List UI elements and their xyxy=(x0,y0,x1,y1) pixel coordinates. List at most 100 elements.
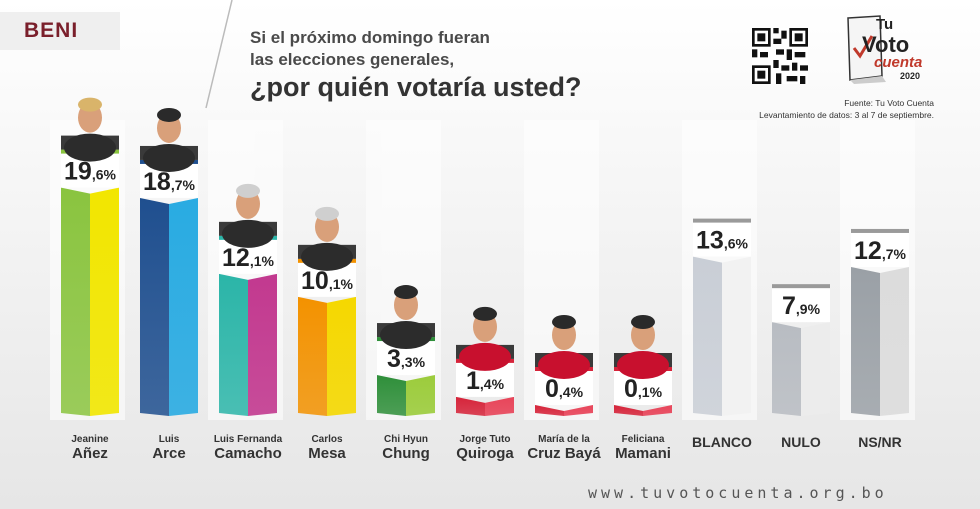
bar-left-face xyxy=(693,256,722,416)
bar-camacho: 12,1% xyxy=(219,183,277,416)
category-label-line1: Carlos xyxy=(311,434,343,445)
bar-quiroga: 1,4% xyxy=(456,306,514,416)
category-label-arce: Luis Arce xyxy=(129,434,209,462)
survey-dates: Levantamiento de datos: 3 al 7 de septie… xyxy=(759,110,934,120)
logo-year: 2020 xyxy=(900,71,921,81)
candidate-photo xyxy=(614,315,672,379)
bar-left-face xyxy=(377,375,406,416)
category-label-line2: NULO xyxy=(781,434,821,450)
category-label-line1: Feliciana xyxy=(621,434,665,445)
logo-voto: Voto xyxy=(862,32,910,57)
value-label: 1,4% xyxy=(466,367,505,395)
category-label-camacho: Luis Fernanda Camacho xyxy=(208,434,288,462)
category-label-nulo: NULO xyxy=(761,435,841,450)
bar-right-face xyxy=(801,322,830,416)
category-label-line1: Luis xyxy=(158,434,180,445)
candidate-photo xyxy=(535,315,593,379)
question-title: ¿por quién votaría usted? xyxy=(250,72,582,102)
candidate-photo xyxy=(456,306,514,371)
bar-right-face xyxy=(169,197,198,416)
category-label-anez: Jeanine Añez xyxy=(50,434,130,461)
bar-right-face xyxy=(722,256,751,416)
value-label: 0,4% xyxy=(545,375,584,403)
bar-right-face xyxy=(485,396,514,416)
qr-code-icon xyxy=(752,28,808,84)
category-label-line2: Arce xyxy=(152,444,186,462)
category-label-line2: Chung xyxy=(382,444,430,462)
category-label-chung: Chi Hyun Chung xyxy=(366,434,446,462)
bar-chung: 3,3% xyxy=(377,285,435,416)
category-label-line1: Luis Fernanda xyxy=(213,434,283,445)
value-label: 7,9% xyxy=(782,292,821,320)
candidate-photo xyxy=(377,285,435,350)
bar-right-face xyxy=(406,375,435,416)
bar-mamani: 0,1% xyxy=(614,315,672,416)
value-label: 18,7% xyxy=(143,168,195,196)
bar-right-face xyxy=(248,273,277,416)
footer-url: www.tuvotocuenta.org.bo xyxy=(588,484,888,502)
bar-left-face xyxy=(851,266,880,416)
value-label: 13,6% xyxy=(696,227,748,255)
bar-right-face xyxy=(564,405,593,416)
bar-left-face xyxy=(61,187,90,416)
category-label-blanco: BLANCO xyxy=(682,435,762,450)
category-label-quiroga: Jorge Tuto Quiroga xyxy=(445,434,525,462)
question-line-1: Si el próximo domingo fueran xyxy=(250,28,490,47)
candidate-photo xyxy=(140,107,198,172)
value-label: 12,7% xyxy=(854,237,906,265)
value-label-bg xyxy=(851,228,909,267)
category-label-line1: María de la xyxy=(538,434,590,445)
bar-mesa: 10,1% xyxy=(298,206,356,416)
region-label: BENI xyxy=(0,12,120,50)
category-label-mamani: Feliciana Mamani xyxy=(603,434,683,462)
value-label-stripe xyxy=(851,228,909,233)
bar-anez: 19,6% xyxy=(61,97,119,416)
question-line-2: las elecciones generales, xyxy=(250,50,455,69)
bar-left-face xyxy=(456,396,485,416)
bar-nulo: 7,9% xyxy=(772,284,830,416)
category-label-line2: Quiroga xyxy=(456,444,514,462)
candidate-photo xyxy=(298,206,356,271)
bar-right-face xyxy=(327,296,356,416)
logo-tu: Tu xyxy=(876,16,894,33)
bar-arce: 18,7% xyxy=(140,107,198,416)
bar-blanco: 13,6% xyxy=(693,218,751,416)
category-label-line2: Mamani xyxy=(615,444,671,462)
bar-left-face xyxy=(298,296,327,416)
bar-nsnr: 12,7% xyxy=(851,228,909,416)
category-label-nsnr: NS/NR xyxy=(840,435,920,450)
bar-baya: 0,4% xyxy=(535,315,593,416)
category-label-line1: Jorge Tuto xyxy=(459,434,511,445)
category-label-line1: Chi Hyun xyxy=(384,434,428,445)
category-label-line1: Jeanine xyxy=(71,434,109,445)
value-label: 19,6% xyxy=(64,158,116,186)
candidate-photo xyxy=(61,97,119,162)
category-label-mesa: Carlos Mesa xyxy=(287,434,367,462)
bar-right-face xyxy=(90,187,119,416)
category-label-line2: BLANCO xyxy=(692,434,752,450)
category-label-line2: Cruz Bayá xyxy=(527,444,601,462)
bar-left-face xyxy=(614,405,643,416)
value-label: 12,1% xyxy=(222,244,274,272)
source-note: Fuente: Tu Voto Cuenta xyxy=(844,98,934,108)
value-label-stripe xyxy=(772,284,830,289)
bar-right-face xyxy=(880,266,909,416)
bar-right-face xyxy=(643,405,672,416)
bar-left-face xyxy=(219,273,248,416)
value-label: 3,3% xyxy=(387,345,426,373)
bar-left-face xyxy=(140,197,169,416)
bar-left-face xyxy=(535,405,564,416)
value-label: 10,1% xyxy=(301,267,353,295)
category-label-line2: NS/NR xyxy=(858,434,902,450)
header-divider xyxy=(205,0,233,109)
category-label-line2: Mesa xyxy=(308,444,346,462)
category-label-baya: María de la Cruz Bayá xyxy=(524,434,604,462)
category-label-line2: Camacho xyxy=(214,444,282,462)
value-label-bg xyxy=(772,284,830,323)
logo-cuenta: cuenta xyxy=(874,54,923,71)
candidate-photo xyxy=(219,183,277,248)
value-label-bg xyxy=(693,218,751,257)
value-label: 0,1% xyxy=(624,375,663,403)
bar-left-face xyxy=(772,322,801,416)
